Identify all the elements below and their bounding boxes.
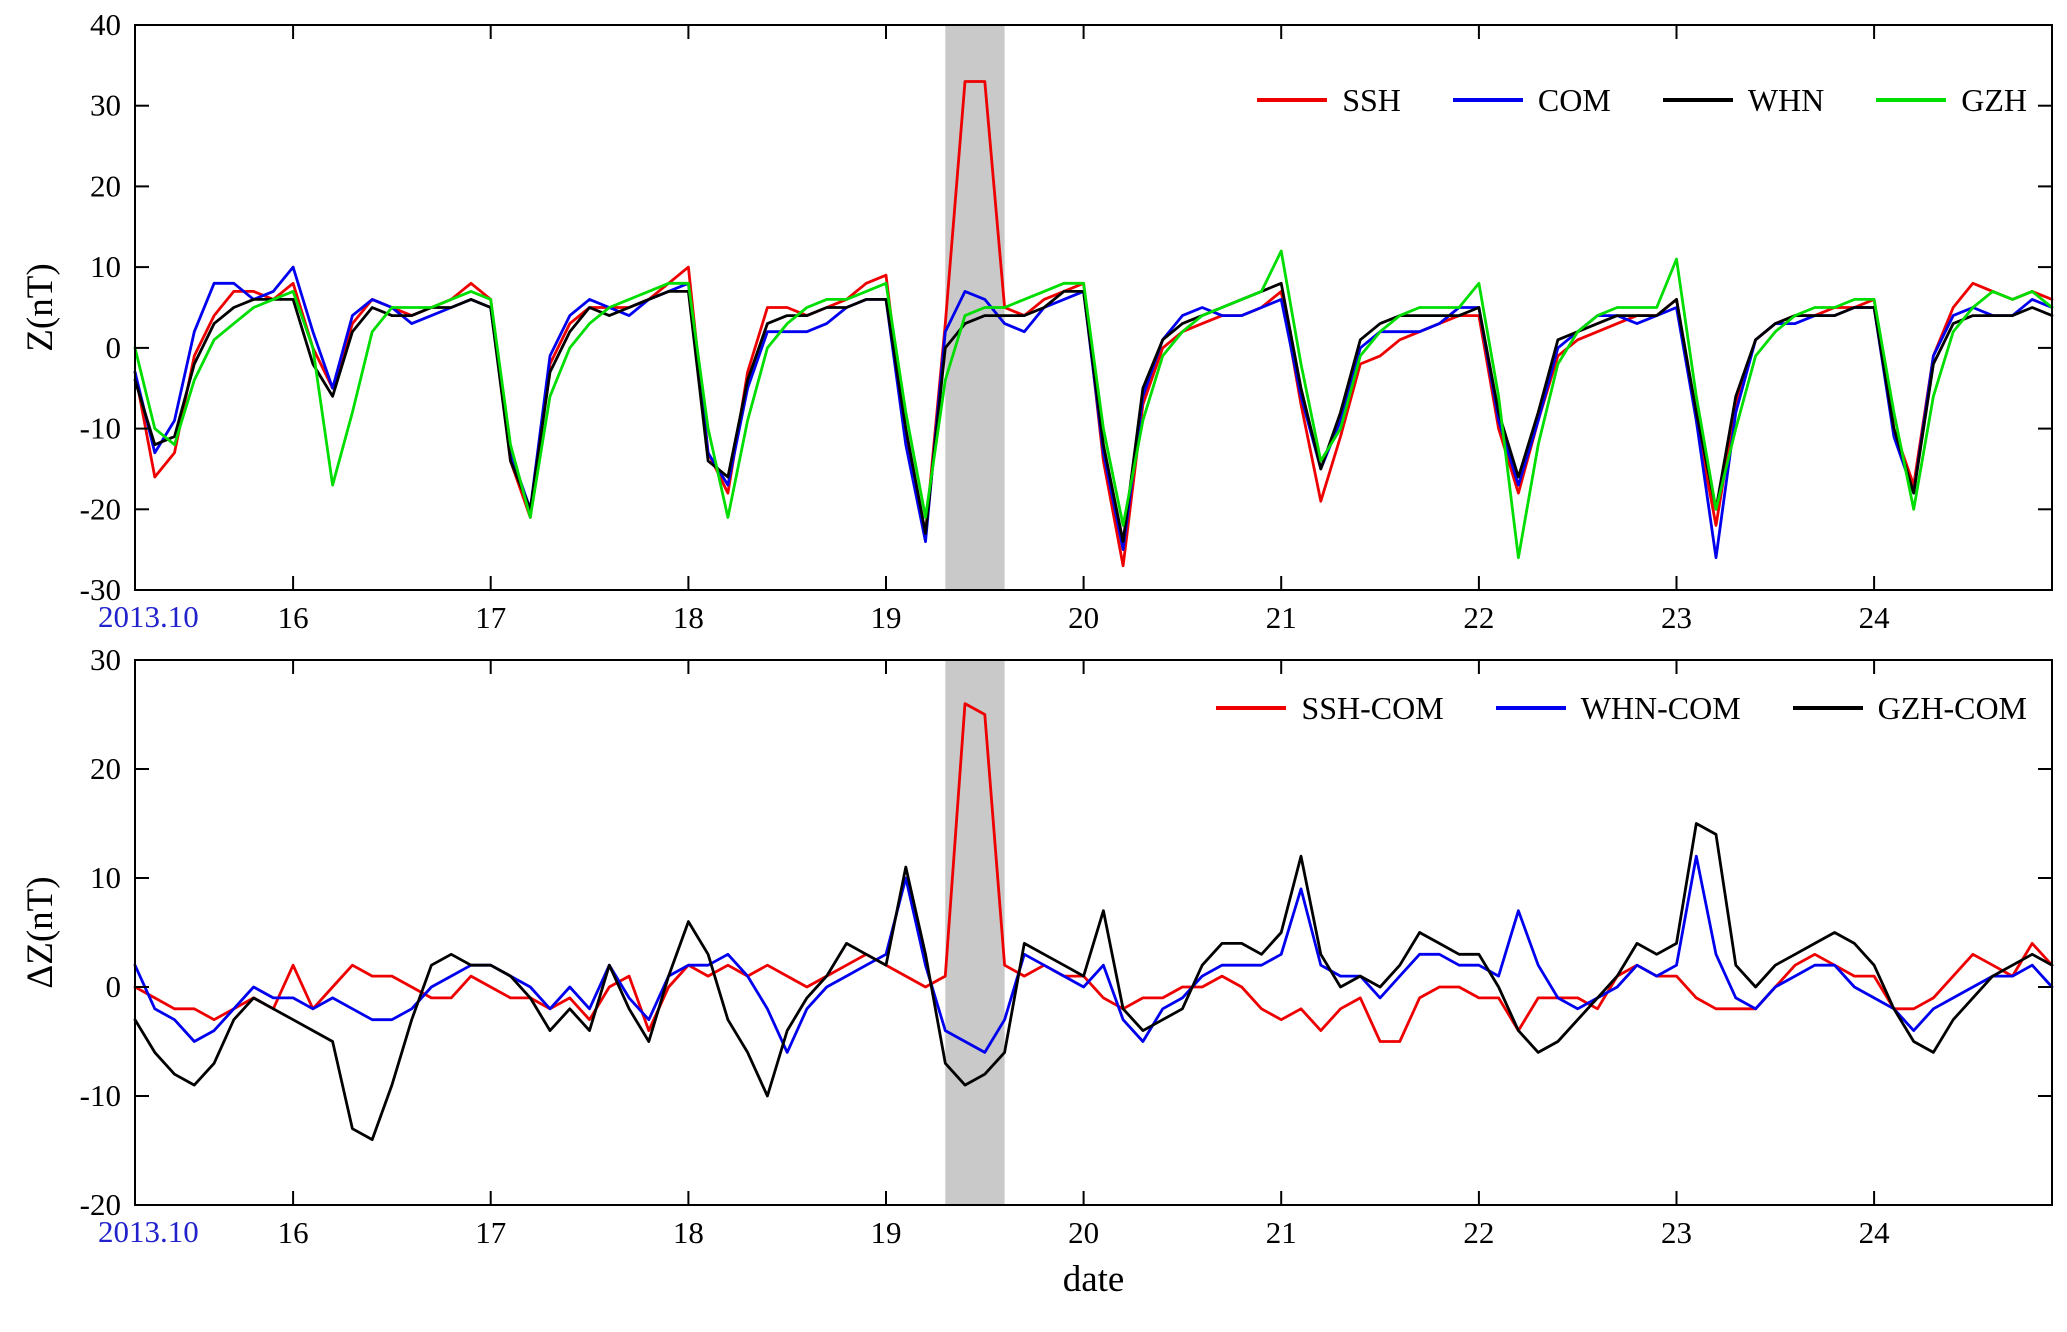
series-line-SSH-COM [133,702,2054,1043]
x-tick-label: 19 [871,600,902,635]
legend-line-swatch [1257,98,1328,102]
legend-line-swatch [1495,706,1566,710]
x-tick-label: 17 [475,600,506,635]
legend-label: GZH [1961,82,2027,118]
y-tick-label: 20 [90,168,121,203]
axis-box [134,659,2053,1206]
y-tick-label: 0 [106,969,122,1004]
x-tick-label: 22 [1463,600,1494,635]
y-tick-label: -10 [80,1078,121,1113]
legend-label: WHN [1747,82,1825,118]
period-label-top: 2013.10 [98,599,199,634]
shaded-band [945,660,1005,1205]
legend-line-swatch [1662,98,1733,102]
x-tick-label: 19 [871,1215,902,1250]
period-label-bottom: 2013.10 [98,1214,199,1249]
axis-box [134,24,2053,591]
series-line-GZH-COM [133,822,2054,1141]
x-tick-label: 18 [673,600,704,635]
x-tick-label: 23 [1661,1215,1692,1250]
legend-label: SSH [1342,82,1401,118]
legend-item-WHN-COM: WHN-COM [1495,690,1741,726]
legend-line-swatch [1876,98,1947,102]
y-tick-label: 40 [90,7,121,42]
y-tick-label: 20 [90,751,121,786]
x-tick-label: 20 [1068,1215,1099,1250]
x-tick-label: 16 [278,1215,309,1250]
series-line-WHN-COM [133,854,2054,1054]
y-tick-label: 0 [106,330,122,365]
y-tick-label: -20 [80,1187,121,1222]
y-tick-label: -20 [80,491,121,526]
series-line-WHN [133,281,2054,543]
legend-line-swatch [1216,706,1287,710]
legend-line-swatch [1792,706,1863,710]
series-line-SSH [133,80,2054,568]
x-tick-label: 22 [1463,1215,1494,1250]
x-axis-title: date [1062,1259,1125,1300]
legend-top-panel: SSH COM WHN GZH [1257,84,2027,116]
legend-item-GZH-COM: GZH-COM [1792,690,2027,726]
legend-label: WHN-COM [1580,690,1741,726]
y-tick-label: 10 [90,249,121,284]
y-tick-label: -30 [80,572,121,607]
legend-item-COM: COM [1452,82,1611,118]
x-tick-label: 24 [1859,600,1891,635]
x-tick-label: 21 [1266,600,1297,635]
x-tick-label: 17 [475,1215,506,1250]
y-tick-label: 10 [90,860,121,895]
legend-label: GZH-COM [1877,690,2027,726]
x-tick-label: 23 [1661,600,1692,635]
legend-item-SSH-COM: SSH-COM [1216,690,1444,726]
series-line-GZH [133,249,2054,560]
y-tick-label: 30 [90,642,121,677]
legend-label: SSH-COM [1301,690,1444,726]
legend-item-SSH: SSH [1257,84,1401,116]
x-tick-label: 20 [1068,600,1099,635]
y-axis-title: ΔZ(nT) [20,876,61,988]
x-tick-label: 24 [1859,1215,1891,1250]
legend-bottom-panel: SSH-COM WHN-COM GZH-COM [1216,692,2027,724]
x-tick-label: 16 [278,600,309,635]
y-tick-label: 30 [90,88,121,123]
x-tick-label: 21 [1266,1215,1297,1250]
legend-item-WHN: WHN [1662,82,1825,118]
y-axis-title: Z(nT) [20,263,61,351]
legend-label: COM [1537,82,1611,118]
legend-line-swatch [1452,98,1523,102]
legend-item-GZH: GZH [1876,84,2027,116]
y-tick-label: -10 [80,411,121,446]
x-tick-label: 18 [673,1215,704,1250]
